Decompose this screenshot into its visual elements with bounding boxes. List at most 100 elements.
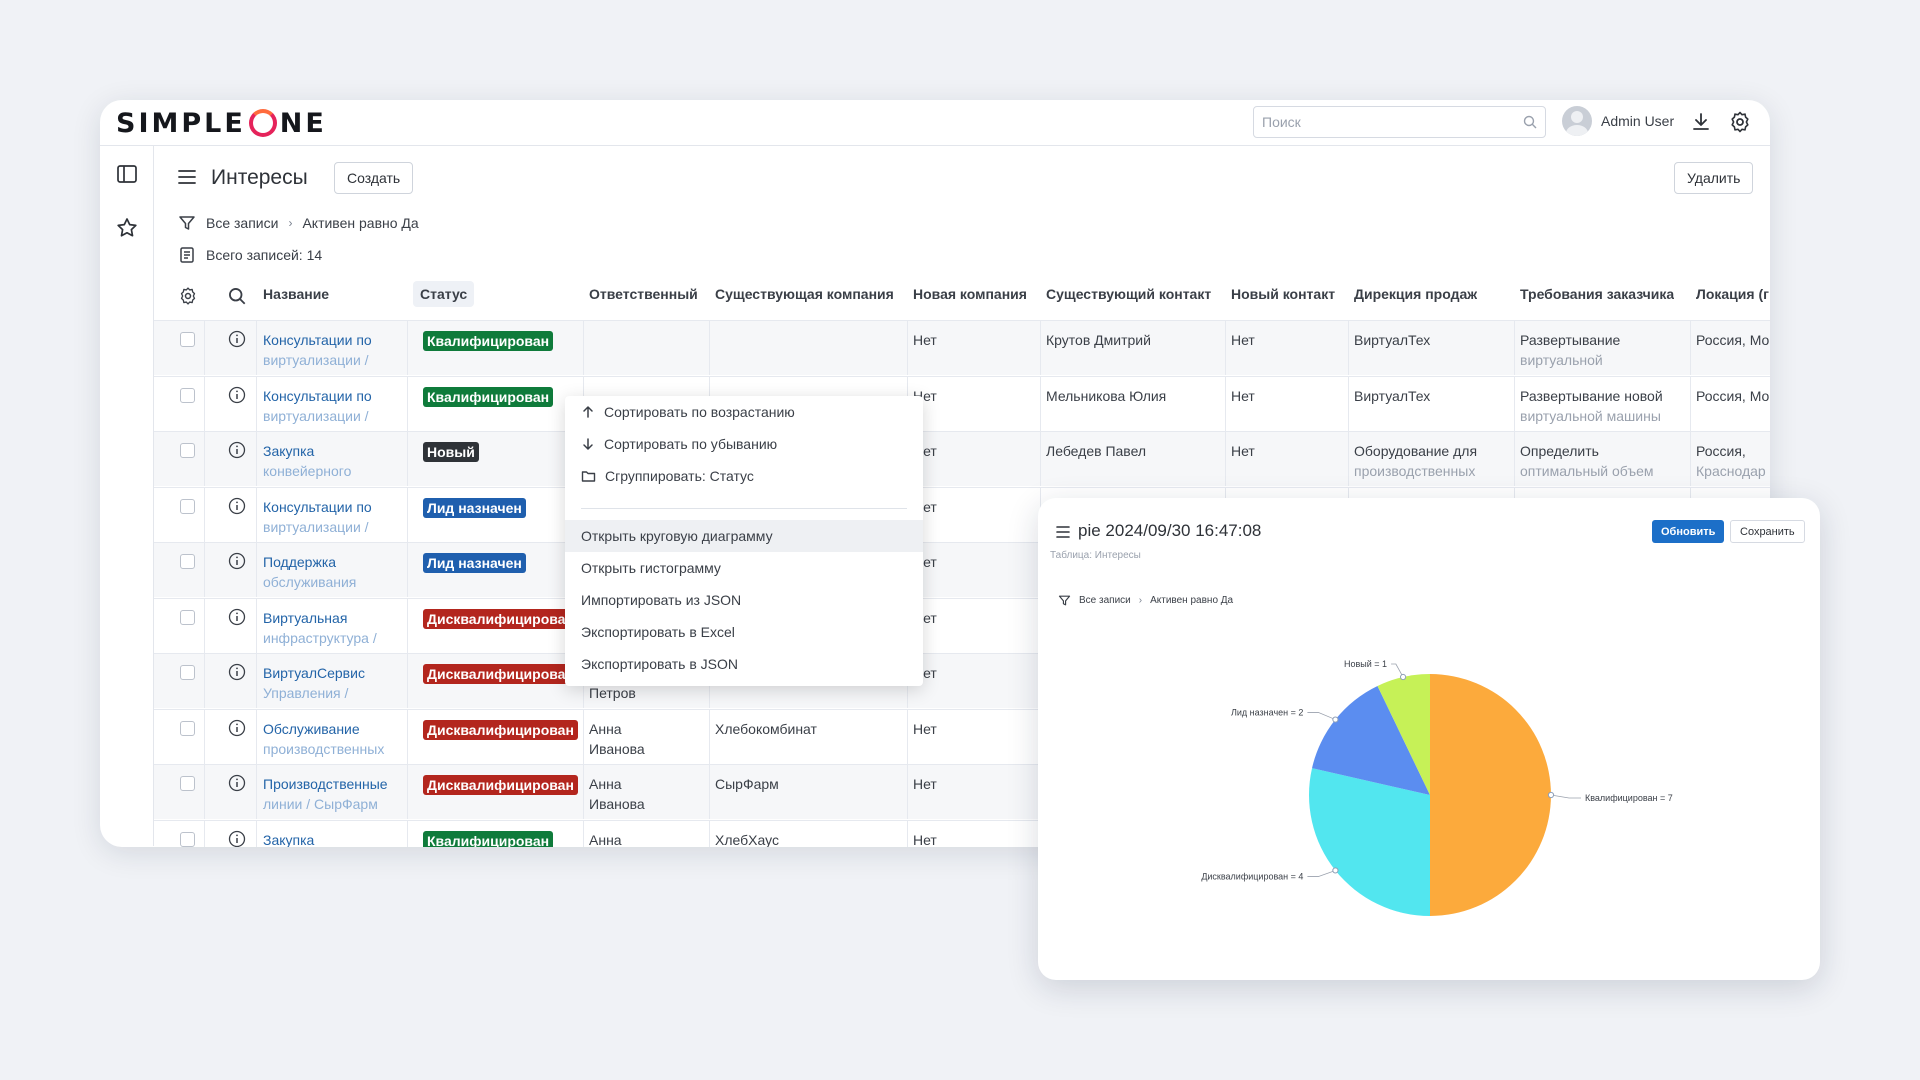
info-icon[interactable]: [228, 830, 246, 848]
row-checkbox[interactable]: [180, 776, 195, 791]
column-divider: [256, 820, 257, 847]
info-icon[interactable]: [228, 330, 246, 348]
info-icon[interactable]: [228, 386, 246, 404]
info-icon[interactable]: [228, 552, 246, 570]
delete-button[interactable]: Удалить: [1674, 162, 1754, 194]
top-bar: SIMPLE NE Admin User: [100, 100, 1770, 146]
breadcrumb-all-records[interactable]: Все записи: [206, 215, 279, 231]
menu-item-open-pie-chart[interactable]: Открыть круговую диаграмму: [565, 520, 923, 552]
row-name-link[interactable]: Закупка: [263, 830, 403, 848]
info-icon[interactable]: [228, 441, 246, 459]
table-settings-icon[interactable]: [178, 286, 198, 306]
pie-label-anchor: [1332, 867, 1339, 874]
row-checkbox[interactable]: [180, 554, 195, 569]
column-header-location[interactable]: Локация (г: [1696, 286, 1769, 302]
download-icon[interactable]: [1689, 110, 1713, 134]
gear-icon[interactable]: [1728, 110, 1752, 134]
menu-item-open-histogram[interactable]: Открыть гистограмму: [581, 560, 721, 576]
info-icon[interactable]: [228, 497, 246, 515]
column-divider: [204, 543, 205, 597]
panel-toggle-icon[interactable]: [115, 162, 139, 186]
status-badge: Квалифицирован: [423, 331, 554, 351]
table-row[interactable]: Консультации по виртуализации / Квалифицир…: [154, 320, 1770, 375]
pie-label-anchor: [1547, 791, 1555, 799]
menu-item-sort-asc[interactable]: Сортировать по возрастанию: [565, 396, 923, 428]
column-header-existing-contact[interactable]: Существующий контакт: [1046, 286, 1212, 302]
menu-item-label: Сортировать по возрастанию: [604, 404, 795, 420]
row-checkbox[interactable]: [180, 831, 195, 847]
column-divider: [204, 654, 205, 708]
row-name-link[interactable]: Обслуживание производственных: [263, 719, 403, 759]
row-name-link[interactable]: Виртуальная инфраструктура /: [263, 608, 403, 648]
row-name-link[interactable]: Закупка конвейерного: [263, 441, 403, 481]
column-context-menu: Сортировать по возрастанию Сортировать п…: [565, 396, 923, 686]
column-header-status[interactable]: Статус: [413, 281, 475, 307]
search-input[interactable]: [1262, 114, 1523, 130]
info-icon[interactable]: [228, 663, 246, 681]
row-name-link[interactable]: ВиртуалСервис Управления /: [263, 663, 403, 703]
column-header-new-contact[interactable]: Новый контакт: [1231, 286, 1336, 302]
breadcrumb-condition[interactable]: Активен равно Да: [302, 215, 419, 231]
info-icon[interactable]: [228, 774, 246, 792]
row-owner: Анна: [589, 830, 699, 848]
row-checkbox[interactable]: [180, 443, 195, 458]
pie-slice-3[interactable]: [1377, 674, 1431, 795]
breadcrumb-condition[interactable]: Активен равно Да: [1150, 595, 1234, 606]
hamburger-menu-icon[interactable]: [1056, 526, 1070, 538]
pie-slice-label: Дисквалифицирован = 4: [1201, 871, 1303, 881]
hamburger-menu-icon[interactable]: [178, 170, 196, 184]
pie-slice-1[interactable]: [1309, 768, 1430, 916]
row-checkbox[interactable]: [180, 332, 195, 347]
row-name-link[interactable]: Производственные линии / СырФарм: [263, 774, 403, 814]
breadcrumb-all-records[interactable]: Все записи: [1079, 595, 1131, 606]
refresh-button[interactable]: Обновить: [1652, 520, 1725, 543]
row-checkbox[interactable]: [180, 387, 195, 403]
pie-slice-2[interactable]: [1312, 685, 1430, 795]
simpleone-logo[interactable]: SIMPLE NE: [116, 107, 327, 139]
row-owner-line: Анна: [589, 831, 622, 848]
search-icon[interactable]: [1523, 115, 1537, 129]
menu-item-export-excel[interactable]: Экспортировать в Excel: [581, 624, 735, 640]
menu-item-import-json[interactable]: Импортировать из JSON: [581, 592, 742, 608]
user-menu[interactable]: Admin User: [1562, 106, 1674, 136]
status-badge: Дисквалифицирован: [423, 719, 578, 740]
status-badge: Дисквалифицирован: [423, 775, 578, 795]
row-name-link[interactable]: Консультации по виртуализации /: [263, 497, 403, 537]
row-checkbox[interactable]: [180, 665, 195, 680]
pie-slice-0[interactable]: [1430, 674, 1551, 916]
status-badge: Дисквалифицирован: [423, 664, 578, 684]
star-icon[interactable]: [115, 216, 139, 240]
column-search-icon[interactable]: [228, 287, 246, 305]
row-name-link[interactable]: Поддержка обслуживания: [263, 552, 403, 592]
filter-icon[interactable]: [1058, 594, 1071, 607]
row-name-line: производственных: [263, 740, 385, 757]
column-header-sales-division[interactable]: Дирекция продаж: [1354, 286, 1478, 302]
row-name-link[interactable]: Консультации по виртуализации /: [263, 330, 403, 370]
pie-label-anchor: [1399, 673, 1407, 681]
row-req-line: Определить: [1520, 443, 1599, 459]
menu-item-export-json[interactable]: Экспортировать в JSON: [581, 656, 739, 672]
info-icon[interactable]: [228, 719, 246, 737]
row-checkbox[interactable]: [180, 609, 195, 625]
row-sales-division: ВиртуалТех: [1354, 386, 1509, 406]
row-checkbox[interactable]: [180, 720, 195, 736]
column-divider: [407, 765, 408, 819]
create-button[interactable]: Создать: [334, 162, 414, 194]
menu-item-group-by[interactable]: Сгруппировать: Статус: [565, 460, 923, 492]
menu-item-sort-desc[interactable]: Сортировать по убыванию: [565, 428, 923, 460]
pie-leader-line: [1550, 794, 1581, 799]
column-header-existing-company[interactable]: Существующая компания: [715, 286, 894, 302]
column-header-owner[interactable]: Ответственный: [589, 286, 698, 302]
column-header-new-company[interactable]: Новая компания: [913, 286, 1027, 302]
table-row[interactable]: Закупка конвейерного Новый Нет Лебедев Павел…: [154, 431, 1770, 486]
table-row[interactable]: Консультации по виртуализации / Квалифицир…: [154, 375, 1770, 431]
row-checkbox[interactable]: [180, 498, 195, 514]
row-new-company: Нет: [913, 443, 937, 459]
info-icon[interactable]: [228, 608, 246, 626]
column-header-name[interactable]: Название: [263, 286, 330, 302]
column-divider: [709, 709, 710, 764]
row-name-link[interactable]: Консультации по виртуализации /: [263, 386, 403, 426]
filter-icon[interactable]: [178, 214, 196, 232]
column-header-requirements[interactable]: Требования заказчика: [1520, 286, 1675, 302]
save-button[interactable]: Сохранить: [1730, 520, 1805, 543]
